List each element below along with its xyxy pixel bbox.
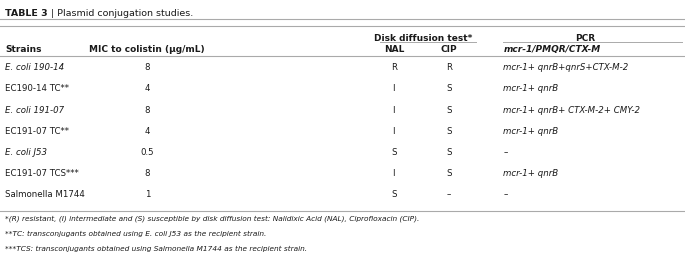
- Text: EC190-14 TC**: EC190-14 TC**: [5, 84, 69, 93]
- Text: S: S: [446, 84, 451, 93]
- Text: Disk diffusion test*: Disk diffusion test*: [374, 34, 473, 43]
- Text: S: S: [446, 127, 451, 136]
- Text: NAL: NAL: [384, 45, 404, 54]
- Text: E. coli J53: E. coli J53: [5, 148, 47, 157]
- Text: I: I: [393, 169, 395, 178]
- Text: 8: 8: [145, 63, 150, 72]
- Text: Salmonella M1744: Salmonella M1744: [5, 190, 86, 199]
- Text: E. coli 191-07: E. coli 191-07: [5, 106, 64, 115]
- Text: I: I: [393, 106, 395, 115]
- Text: S: S: [446, 106, 451, 115]
- Text: mcr-1+ qnrB: mcr-1+ qnrB: [503, 84, 558, 93]
- Text: **TC: transconjugants obtained using E. coli J53 as the recipient strain.: **TC: transconjugants obtained using E. …: [5, 231, 267, 237]
- Text: EC191-07 TC**: EC191-07 TC**: [5, 127, 69, 136]
- Text: R: R: [446, 63, 451, 72]
- Text: S: S: [391, 148, 397, 157]
- Text: 4: 4: [145, 84, 150, 93]
- Text: EC191-07 TCS***: EC191-07 TCS***: [5, 169, 79, 178]
- Text: TABLE 3: TABLE 3: [5, 9, 48, 18]
- Text: mcr-1/PMQR/CTX-M: mcr-1/PMQR/CTX-M: [503, 45, 601, 54]
- Text: –: –: [503, 190, 508, 199]
- Text: S: S: [446, 169, 451, 178]
- Text: ***TCS: transconjugants obtained using Salmonella M1744 as the recipient strain.: ***TCS: transconjugants obtained using S…: [5, 246, 308, 253]
- Text: S: S: [446, 148, 451, 157]
- Text: E. coli 190-14: E. coli 190-14: [5, 63, 64, 72]
- Text: | Plasmid conjugation studies.: | Plasmid conjugation studies.: [48, 9, 193, 18]
- Text: R: R: [391, 63, 397, 72]
- Text: 0.5: 0.5: [140, 148, 154, 157]
- Text: 1: 1: [145, 190, 150, 199]
- Text: PCR: PCR: [575, 34, 596, 43]
- Text: 8: 8: [145, 106, 150, 115]
- Text: S: S: [391, 190, 397, 199]
- Text: –: –: [447, 190, 451, 199]
- Text: 4: 4: [145, 127, 150, 136]
- Text: MIC to colistin (μg/mL): MIC to colistin (μg/mL): [90, 45, 205, 54]
- Text: mcr-1+ qnrB: mcr-1+ qnrB: [503, 169, 558, 178]
- Text: I: I: [393, 84, 395, 93]
- Text: –: –: [503, 148, 508, 157]
- Text: CIP: CIP: [440, 45, 457, 54]
- Text: 8: 8: [145, 169, 150, 178]
- Text: mcr-1+ qnrB+qnrS+CTX-M-2: mcr-1+ qnrB+qnrS+CTX-M-2: [503, 63, 629, 72]
- Text: mcr-1+ qnrB+ CTX-M-2+ CMY-2: mcr-1+ qnrB+ CTX-M-2+ CMY-2: [503, 106, 640, 115]
- Text: I: I: [393, 127, 395, 136]
- Text: Strains: Strains: [5, 45, 42, 54]
- Text: *(R) resistant, (I) intermediate and (S) susceptible by disk diffusion test: Nal: *(R) resistant, (I) intermediate and (S)…: [5, 215, 420, 222]
- Text: mcr-1+ qnrB: mcr-1+ qnrB: [503, 127, 558, 136]
